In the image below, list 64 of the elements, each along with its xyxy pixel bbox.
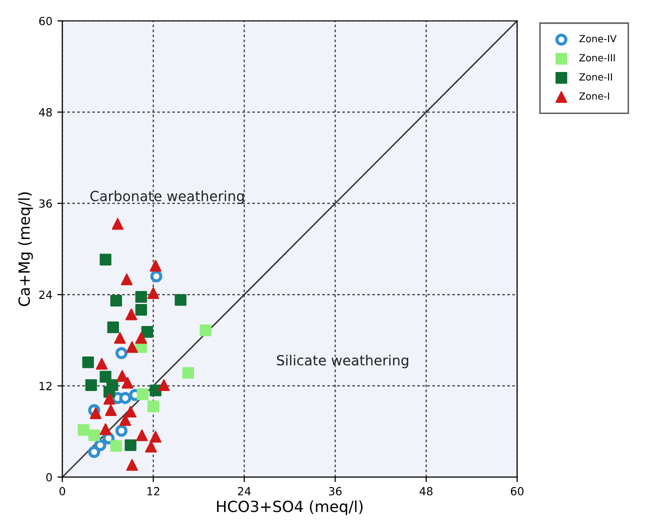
point bbox=[100, 423, 112, 436]
point bbox=[135, 291, 147, 303]
point bbox=[135, 304, 147, 316]
x-tick-label: 48 bbox=[420, 487, 432, 496]
point bbox=[145, 440, 157, 453]
y-tick-label: 0 bbox=[46, 473, 52, 482]
point bbox=[85, 379, 97, 391]
point bbox=[182, 367, 194, 379]
y-tick-label: 24 bbox=[39, 290, 52, 299]
legend-label: Zone-IV bbox=[579, 35, 617, 42]
point bbox=[119, 414, 132, 426]
point bbox=[124, 406, 136, 418]
y-axis-title: Ca+Mg (meq/l) bbox=[18, 192, 33, 306]
point bbox=[150, 384, 162, 396]
point bbox=[104, 404, 117, 416]
point bbox=[136, 388, 149, 400]
point bbox=[136, 429, 148, 442]
point bbox=[150, 430, 162, 443]
annotation: Carbonate weathering bbox=[90, 190, 244, 204]
point bbox=[158, 379, 170, 391]
point bbox=[110, 440, 122, 452]
point bbox=[150, 270, 162, 282]
point bbox=[135, 332, 147, 344]
point bbox=[110, 294, 122, 307]
x-axis-title: HCO3+SO4 (meq/l) bbox=[217, 500, 363, 516]
x-tick-label: 36 bbox=[328, 487, 342, 496]
point bbox=[126, 459, 138, 471]
point bbox=[82, 356, 94, 368]
point bbox=[141, 326, 154, 338]
point bbox=[126, 341, 138, 353]
point bbox=[119, 392, 132, 404]
point bbox=[200, 324, 212, 336]
point bbox=[147, 287, 160, 299]
annotation: Silicate weathering bbox=[277, 354, 408, 368]
x-tick-label: 24 bbox=[238, 487, 251, 496]
point bbox=[88, 429, 100, 442]
legend-label: Zone-I bbox=[579, 92, 610, 100]
point bbox=[96, 358, 108, 370]
x-tick-label: 0 bbox=[60, 487, 66, 496]
y-tick-label: 12 bbox=[40, 382, 52, 390]
point bbox=[122, 376, 134, 389]
point bbox=[78, 424, 90, 436]
point bbox=[124, 439, 136, 452]
legend-label: Zone-II bbox=[579, 73, 612, 81]
point bbox=[120, 274, 133, 286]
point bbox=[90, 407, 102, 420]
point bbox=[174, 294, 186, 306]
point bbox=[112, 218, 124, 230]
legend-label: Zone-III bbox=[579, 54, 615, 62]
y-tick-label: 48 bbox=[39, 108, 52, 117]
point bbox=[107, 321, 119, 334]
x-tick-label: 60 bbox=[510, 487, 524, 496]
point bbox=[114, 332, 126, 344]
point bbox=[103, 392, 116, 405]
point bbox=[147, 400, 160, 412]
y-tick-label: 36 bbox=[39, 199, 52, 208]
point bbox=[88, 446, 100, 458]
point bbox=[150, 260, 162, 272]
point bbox=[125, 308, 138, 320]
point bbox=[100, 254, 112, 266]
point bbox=[115, 424, 128, 437]
point bbox=[115, 347, 128, 360]
x-tick-label: 12 bbox=[147, 487, 160, 496]
y-tick-label: 60 bbox=[39, 16, 52, 26]
